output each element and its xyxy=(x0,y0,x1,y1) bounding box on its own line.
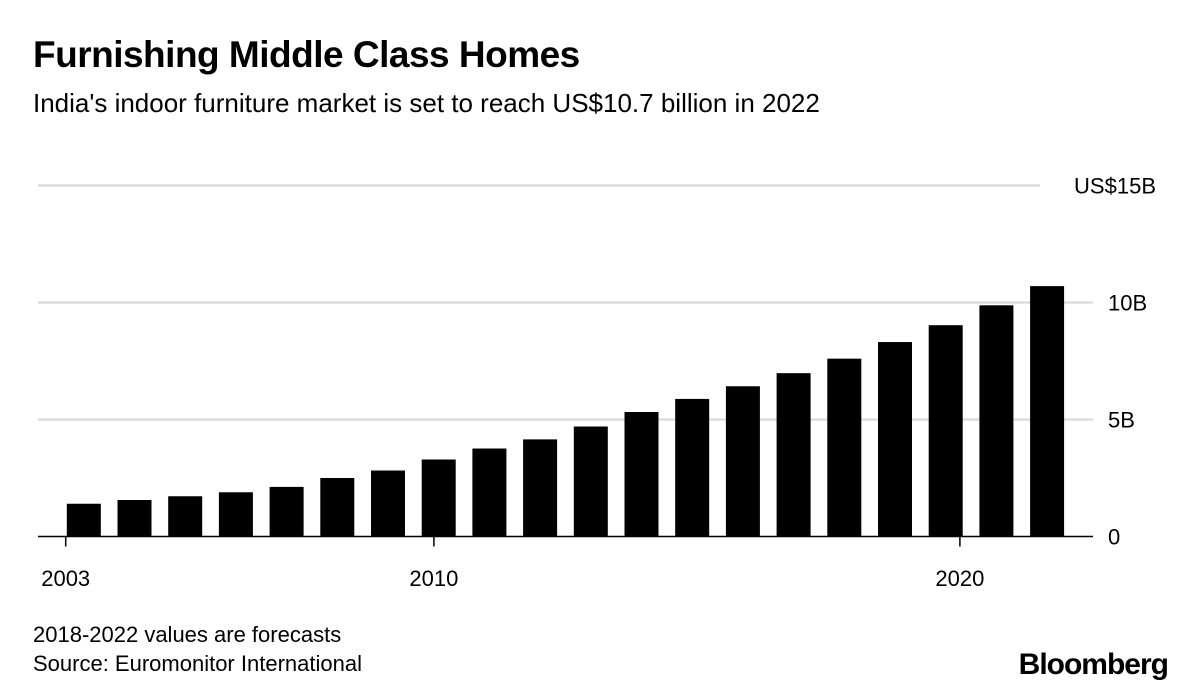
y-tick-label: 10B xyxy=(1108,291,1147,316)
chart-title: Furnishing Middle Class Homes xyxy=(33,34,580,75)
y-tick-label: US$15B xyxy=(1074,174,1156,199)
source-note: Source: Euromonitor International xyxy=(33,651,362,676)
bar-2015 xyxy=(675,398,710,537)
bar-2013 xyxy=(573,426,608,537)
bar-2007 xyxy=(269,486,304,537)
bar-2020 xyxy=(928,325,963,537)
bar-2006 xyxy=(218,492,253,537)
bar-2009 xyxy=(371,470,405,537)
bar-2008 xyxy=(320,478,355,537)
bar-2005 xyxy=(168,496,203,537)
bar-2011 xyxy=(472,448,507,537)
bar-2003 xyxy=(66,503,101,537)
bar-2022 xyxy=(1030,286,1065,537)
bloomberg-logo: Bloomberg xyxy=(1018,648,1169,681)
x-tick-label: 2003 xyxy=(41,566,90,591)
bar-2021 xyxy=(979,305,1014,537)
y-tick-label: 5B xyxy=(1108,408,1135,433)
bar-2010 xyxy=(421,459,456,537)
chart-subtitle: India's indoor furniture market is set t… xyxy=(33,88,820,118)
bar-2016 xyxy=(725,386,760,537)
forecast-note: 2018-2022 values are forecasts xyxy=(33,622,342,647)
bar-2019 xyxy=(878,342,912,537)
bar-2014 xyxy=(624,412,659,537)
bar-2018 xyxy=(827,358,862,537)
bar-2004 xyxy=(117,499,152,537)
x-tick-label: 2020 xyxy=(935,566,984,591)
y-tick-label: 0 xyxy=(1108,525,1120,550)
bar-2012 xyxy=(523,439,558,537)
x-tick-label: 2010 xyxy=(409,566,458,591)
bar-2017 xyxy=(776,373,811,537)
